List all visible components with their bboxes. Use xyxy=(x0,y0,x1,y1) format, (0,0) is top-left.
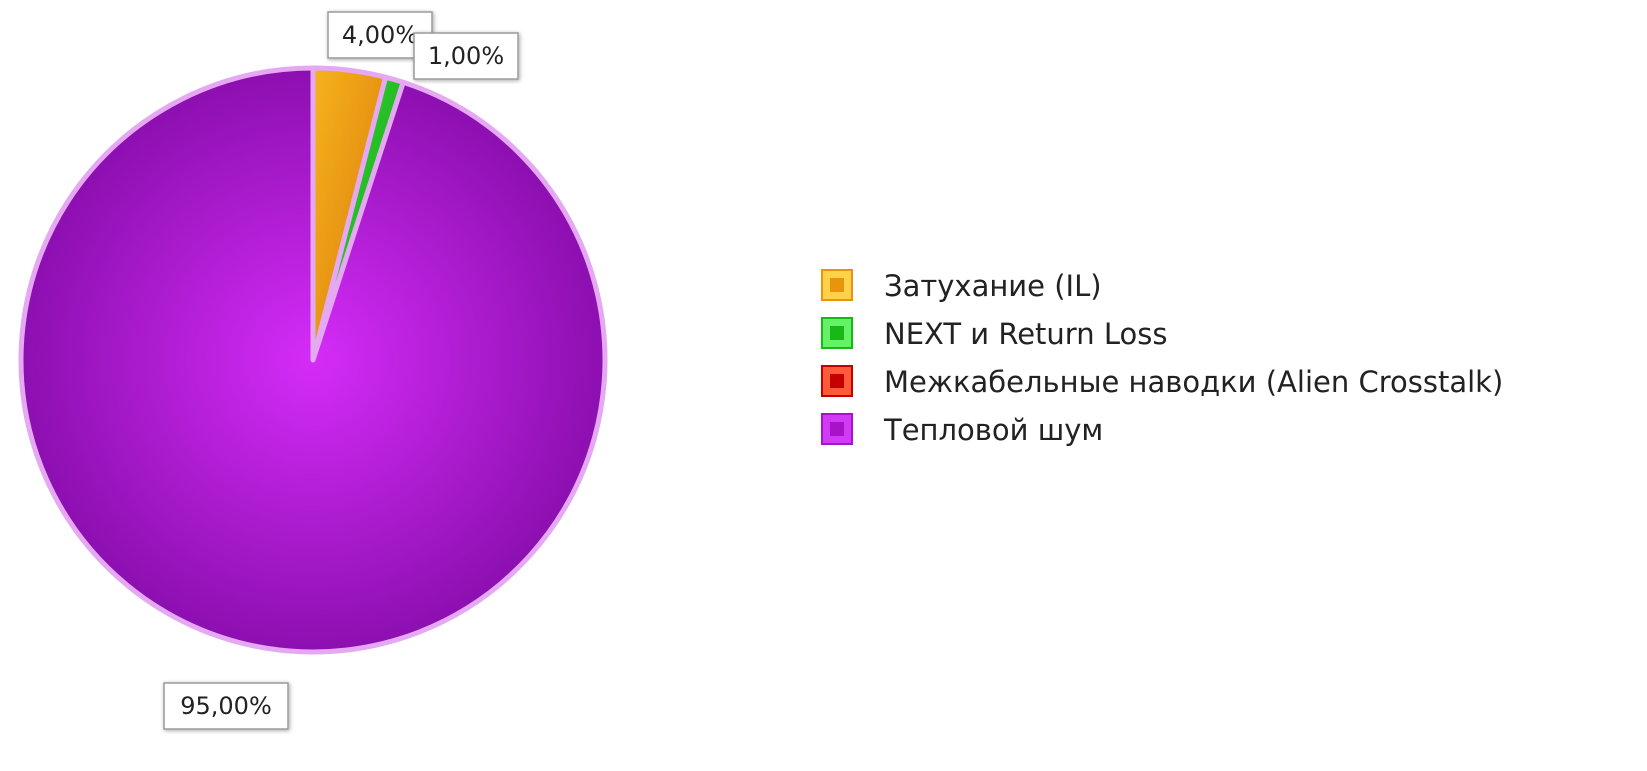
legend-swatch-core xyxy=(830,374,844,388)
data-label-text: 95,00% xyxy=(180,692,272,720)
legend-swatch-core xyxy=(830,278,844,292)
legend: Затухание (IL) NEXT и Return Loss Межкабел… xyxy=(821,269,1503,447)
pie-slices xyxy=(18,65,608,655)
legend-swatch xyxy=(821,269,853,301)
data-label-box xyxy=(413,32,519,80)
data-label-next-return-loss: 1,00% xyxy=(413,32,519,80)
legend-swatch-core xyxy=(830,422,844,436)
legend-item-teplovoy-shum: Тепловой шум xyxy=(821,413,1103,447)
data-label-zatukhanie-il: 4,00% xyxy=(327,11,433,59)
legend-label: Тепловой шум xyxy=(883,413,1103,447)
pie-slice-teplovoy-shum xyxy=(18,65,608,655)
legend-item-next-return-loss: NEXT и Return Loss xyxy=(821,317,1167,351)
legend-label: NEXT и Return Loss xyxy=(884,317,1167,351)
legend-label: Межкабельные наводки (Alien Crosstalk) xyxy=(884,365,1503,399)
legend-swatch-core xyxy=(830,326,844,340)
data-label-text: 1,00% xyxy=(428,42,504,70)
data-label-box xyxy=(163,682,289,730)
legend-item-zatukhanie-il: Затухание (IL) xyxy=(821,269,1102,303)
legend-item-alien-crosstalk: Межкабельные наводки (Alien Crosstalk) xyxy=(821,365,1503,399)
data-label-text: 4,00% xyxy=(342,21,418,49)
legend-label: Затухание (IL) xyxy=(884,269,1102,303)
pie-data-labels: 4,00% 1,00% 95,00% xyxy=(163,11,519,730)
data-label-teplovoy-shum: 95,00% xyxy=(163,682,289,730)
